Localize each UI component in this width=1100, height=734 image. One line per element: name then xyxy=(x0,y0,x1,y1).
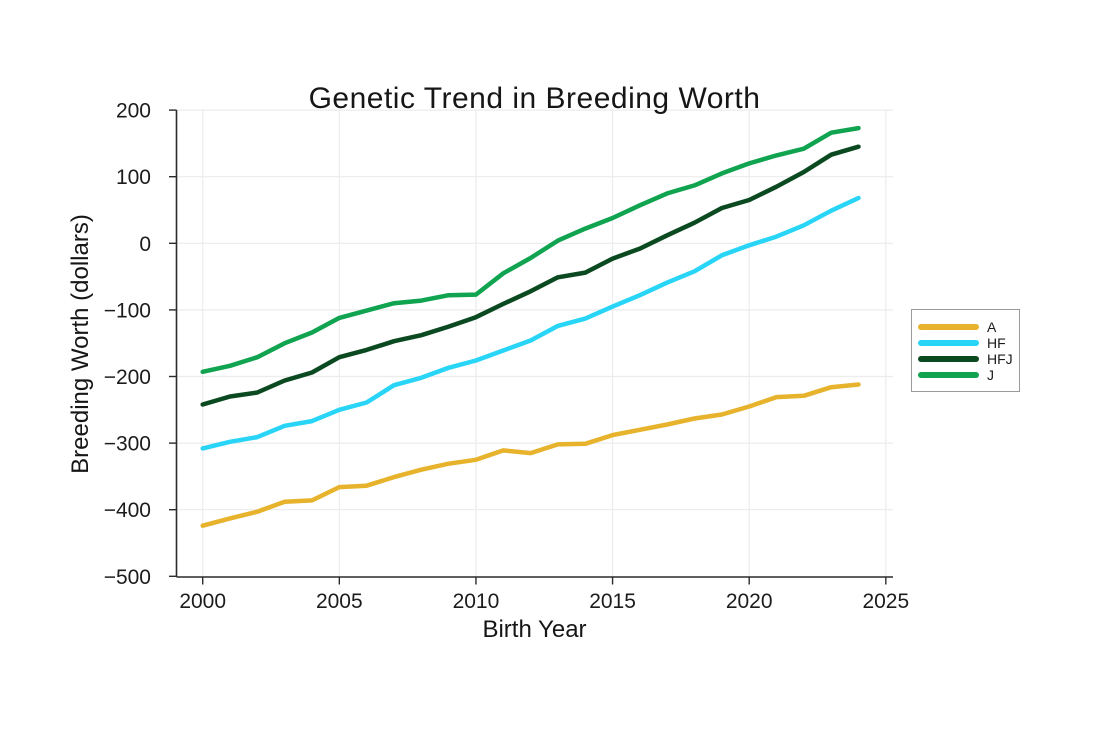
y-tick-label: −200 xyxy=(104,366,151,389)
legend-label-hfj: HFJ xyxy=(987,350,1013,367)
y-axis-label: Breeding Worth (dollars) xyxy=(67,214,94,474)
legend-swatch-hfj-icon xyxy=(918,355,979,362)
legend-swatch-hf-icon xyxy=(918,339,979,346)
chart-title: Genetic Trend in Breeding Worth xyxy=(308,82,761,115)
y-tick-label: 100 xyxy=(116,166,151,189)
legend-box: A HF HFJ J xyxy=(911,309,1020,392)
legend-label-a: A xyxy=(987,318,997,335)
x-axis-label: Birth Year xyxy=(482,616,587,643)
legend-label-j: J xyxy=(987,366,994,383)
series-line-A xyxy=(200,382,861,528)
legend-swatch-j-icon xyxy=(918,371,979,378)
y-tick-label: 0 xyxy=(139,233,151,256)
x-tick-label: 2020 xyxy=(726,590,773,613)
legend-swatch-a-icon xyxy=(918,323,979,330)
x-tick-label: 2015 xyxy=(589,590,636,613)
x-tick-label: 2005 xyxy=(316,590,363,613)
series-line-J xyxy=(200,125,861,375)
y-tick-label: −300 xyxy=(104,433,151,456)
legend-item-hf: HF xyxy=(918,334,1019,351)
y-tick-label: −400 xyxy=(104,499,151,522)
series-line-HFJ xyxy=(200,144,861,407)
legend-item-a: A xyxy=(918,318,1019,335)
y-tick-label: −500 xyxy=(104,566,151,589)
legend-item-j: J xyxy=(918,366,1019,383)
x-tick-label: 2010 xyxy=(453,590,500,613)
legend-label-hf: HF xyxy=(987,334,1006,351)
y-tick-label: −100 xyxy=(104,299,151,322)
x-tick-label: 2000 xyxy=(179,590,226,613)
y-tick-label: 200 xyxy=(116,100,151,123)
legend-item-hfj: HFJ xyxy=(918,350,1019,367)
series-line-HF xyxy=(200,195,861,451)
x-tick-label: 2025 xyxy=(862,590,909,613)
